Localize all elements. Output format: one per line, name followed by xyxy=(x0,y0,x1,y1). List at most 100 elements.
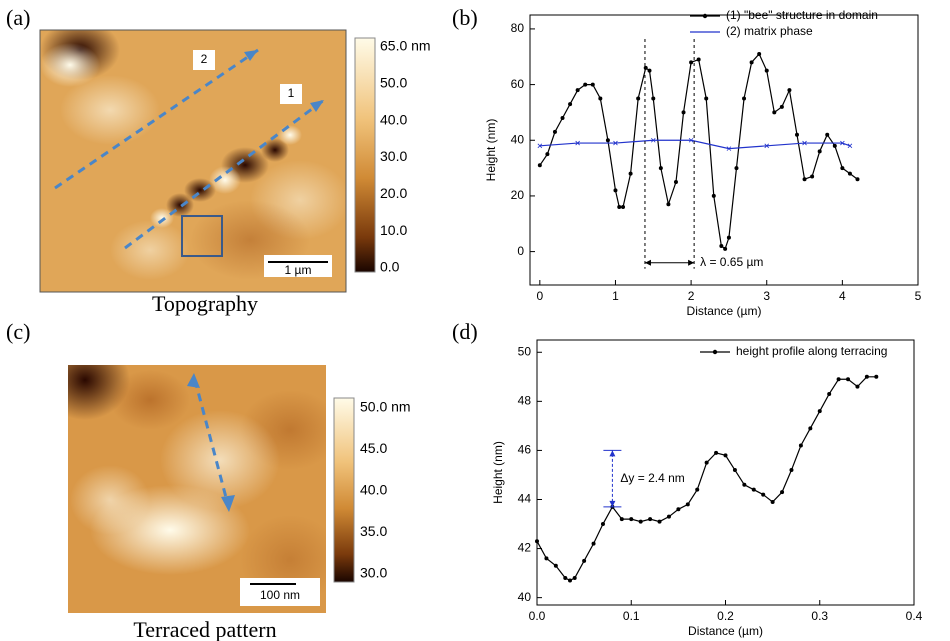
arrow-label: 1 xyxy=(288,86,295,100)
data-point xyxy=(673,180,678,185)
x-axis-label: Distance (µm) xyxy=(688,624,763,638)
data-point xyxy=(629,517,634,522)
data-point xyxy=(798,443,803,448)
colorbar-label: 45.0 xyxy=(360,440,387,456)
y-tick-label: 50 xyxy=(518,344,532,358)
y-tick-label: 80 xyxy=(511,21,525,35)
data-point xyxy=(742,482,747,487)
data-point xyxy=(780,490,785,495)
data-point xyxy=(617,205,622,210)
data-point xyxy=(598,96,603,101)
data-point xyxy=(552,129,557,134)
data-point xyxy=(732,468,737,473)
data-point xyxy=(591,541,596,546)
data-point xyxy=(590,82,595,87)
data-point xyxy=(794,132,799,137)
colorbar-label: 40.0 xyxy=(380,111,407,127)
y-tick-label: 46 xyxy=(518,443,532,457)
colorbar-label: 50.0 xyxy=(380,75,407,91)
data-point xyxy=(681,110,686,115)
x-tick-label: 2 xyxy=(688,289,695,303)
data-point xyxy=(847,171,852,176)
y-tick-label: 44 xyxy=(518,492,532,506)
data-point xyxy=(817,409,822,414)
data-point xyxy=(723,246,728,251)
data-point xyxy=(817,149,822,154)
colorbar-label: 50.0 nm xyxy=(360,399,411,415)
terrace-image xyxy=(68,365,326,613)
data-point xyxy=(572,576,577,581)
data-point xyxy=(772,110,777,115)
colorbar-label: 20.0 xyxy=(380,185,407,201)
image-frame xyxy=(39,29,347,293)
data-point xyxy=(689,60,694,65)
data-point xyxy=(810,174,815,179)
data-point xyxy=(726,146,732,151)
y-tick-label: 60 xyxy=(511,77,525,91)
x-tick-label: 4 xyxy=(839,289,846,303)
data-point xyxy=(560,115,565,120)
data-line xyxy=(539,139,851,150)
data-point xyxy=(827,391,832,396)
data-point xyxy=(704,96,709,101)
panel-label: (b) xyxy=(452,5,478,30)
data-point xyxy=(855,384,860,389)
plot-frame xyxy=(536,339,915,606)
colorbar-label: 30.0 xyxy=(380,148,407,164)
x-axis-label: Distance (µm) xyxy=(687,304,762,318)
data-point xyxy=(605,138,610,143)
x-tick-label: 0.4 xyxy=(906,609,923,623)
data-point xyxy=(563,576,568,581)
data-point xyxy=(734,166,739,171)
y-tick-label: 20 xyxy=(511,188,525,202)
data-point xyxy=(613,140,618,146)
arrow-head xyxy=(644,259,695,266)
data-point xyxy=(613,188,618,193)
data-point xyxy=(575,88,580,93)
legend-marker xyxy=(702,13,708,19)
x-tick-label: 0.1 xyxy=(623,609,640,623)
data-point xyxy=(840,166,845,171)
annotation-label: Δy = 2.4 nm xyxy=(620,471,684,485)
colorbar-label: 30.0 xyxy=(360,565,387,581)
data-point xyxy=(621,205,626,210)
data-point xyxy=(787,88,792,93)
data-point xyxy=(553,563,558,568)
data-point xyxy=(582,558,587,563)
data-point xyxy=(657,519,662,524)
caption: Terraced pattern xyxy=(133,617,276,641)
data-point xyxy=(583,82,588,87)
data-line xyxy=(539,52,858,250)
data-point xyxy=(636,96,641,101)
data-point xyxy=(696,57,701,62)
x-tick-label: 0.3 xyxy=(811,609,828,623)
data-point xyxy=(648,517,653,522)
y-axis-label: Height (nm) xyxy=(484,119,498,182)
y-tick-label: 40 xyxy=(511,132,525,146)
x-tick-label: 3 xyxy=(763,289,770,303)
y-axis-label: Height (nm) xyxy=(491,441,505,504)
data-point xyxy=(658,166,663,171)
data-point xyxy=(847,143,853,149)
data-point xyxy=(688,137,694,143)
colorbar-label: 35.0 xyxy=(360,523,387,539)
arrow-head xyxy=(609,450,616,507)
data-point xyxy=(726,235,731,240)
data-point xyxy=(619,517,624,522)
colorbar xyxy=(354,37,376,273)
data-point xyxy=(840,140,845,146)
y-tick-label: 0 xyxy=(517,244,524,258)
data-point xyxy=(802,140,807,146)
data-point xyxy=(864,374,869,379)
data-point xyxy=(779,104,784,109)
annotation-label: λ = 0.65 µm xyxy=(700,255,763,269)
data-point xyxy=(600,522,605,527)
data-point xyxy=(749,60,754,65)
data-point xyxy=(676,507,681,512)
scale-bar-label: 1 µm xyxy=(285,263,312,277)
colorbar-label: 10.0 xyxy=(380,222,407,238)
data-point xyxy=(544,556,549,561)
data-point xyxy=(711,193,716,198)
